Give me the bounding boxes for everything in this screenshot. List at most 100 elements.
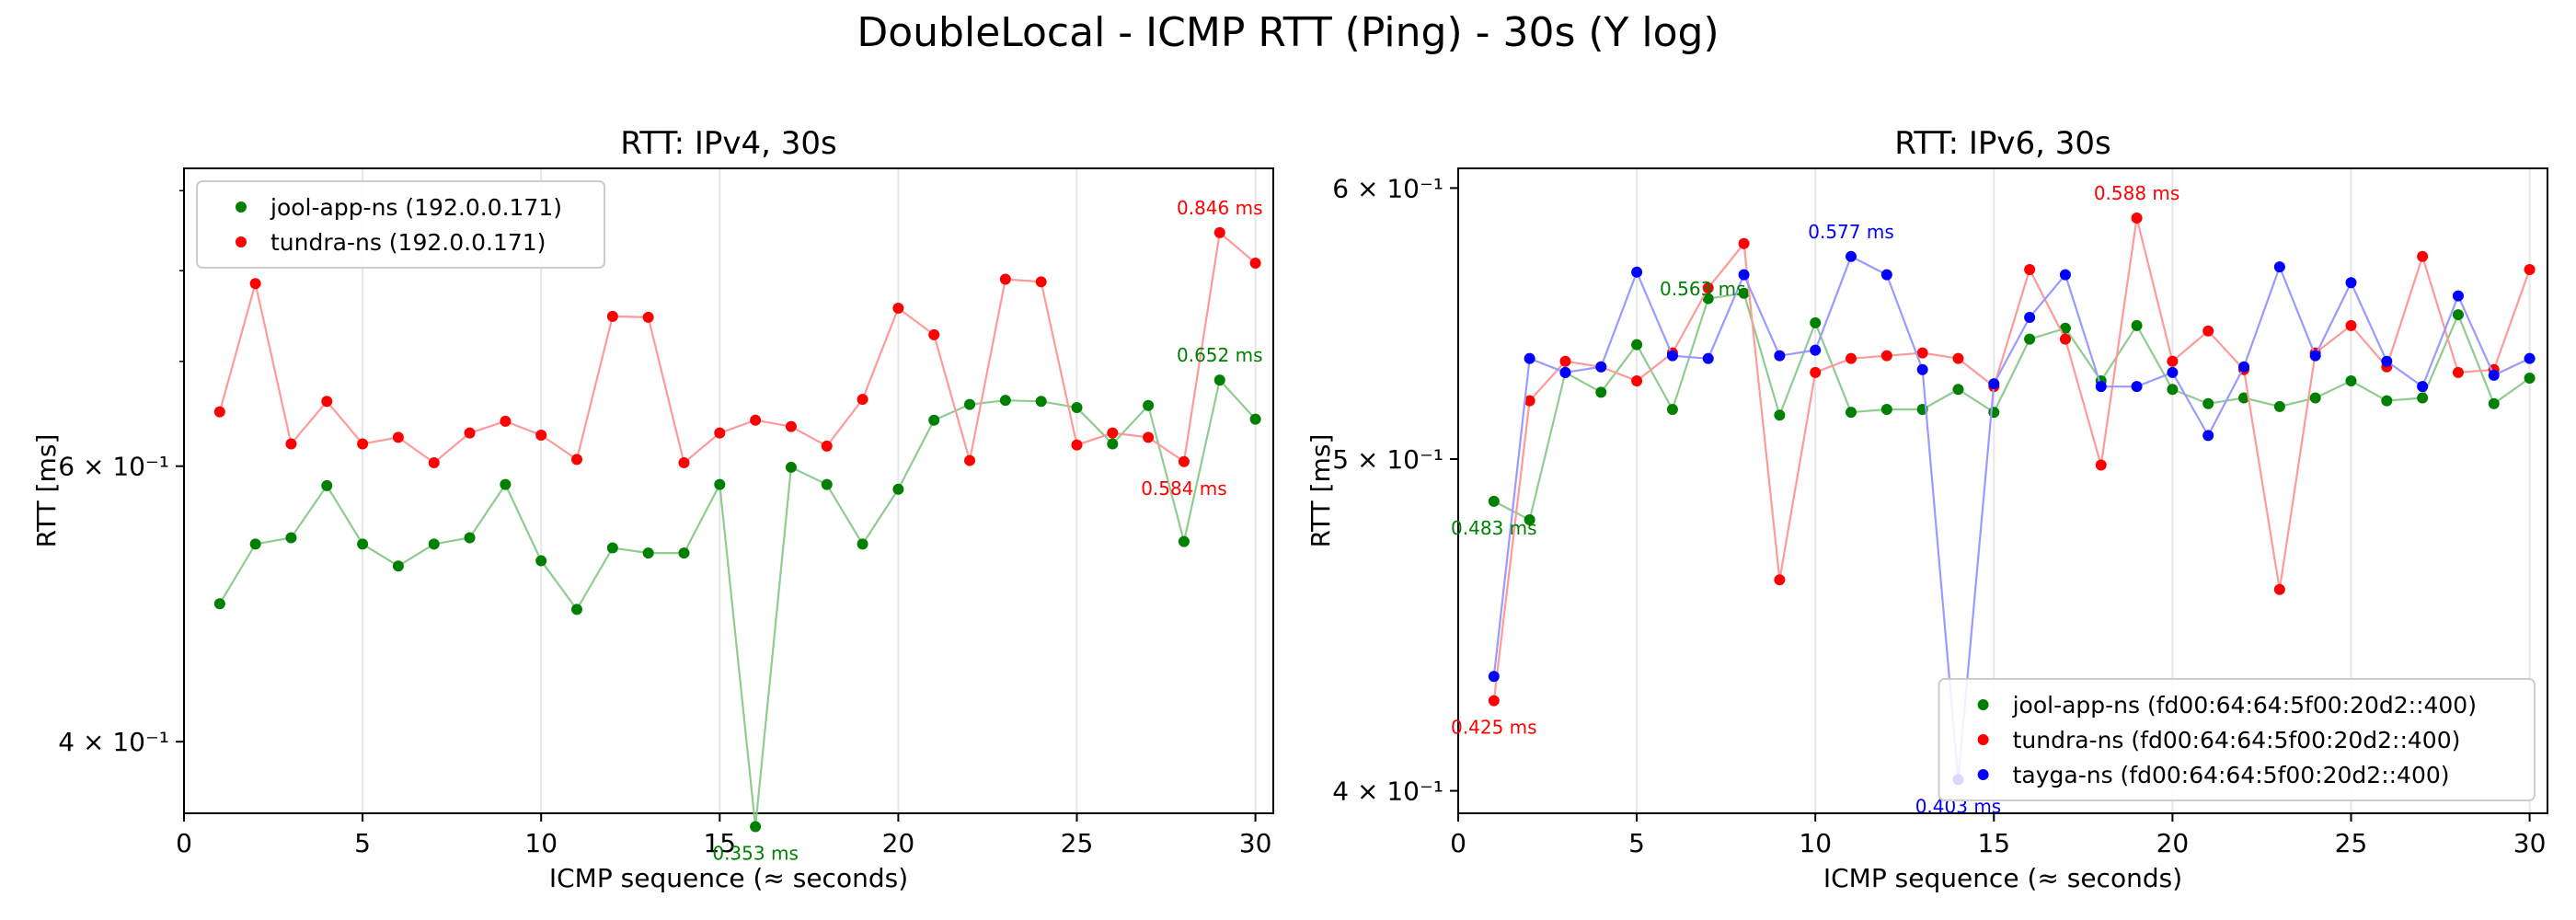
data-point-red bbox=[1107, 427, 1119, 439]
data-point-blue bbox=[2488, 369, 2500, 381]
data-point-green bbox=[464, 532, 476, 544]
data-point-green bbox=[2024, 333, 2036, 345]
legend-label: jool-app-ns (fd00:64:64:5f00:20d2::400) bbox=[2012, 692, 2477, 719]
legend-box bbox=[1938, 678, 2536, 801]
data-point-green bbox=[2524, 372, 2536, 384]
data-point-blue bbox=[2238, 361, 2250, 373]
data-point-red bbox=[606, 310, 618, 322]
data-point-red bbox=[999, 273, 1011, 285]
series-line-green bbox=[218, 377, 1257, 827]
data-point-green bbox=[2345, 375, 2357, 387]
data-point-red bbox=[2167, 355, 2179, 367]
data-point-red bbox=[714, 427, 726, 439]
legend-marker-red bbox=[1977, 734, 1989, 745]
data-label: 0.425 ms bbox=[1451, 717, 1537, 739]
data-point-blue bbox=[2417, 381, 2429, 393]
data-point-green bbox=[1774, 409, 1786, 421]
data-point-red bbox=[1559, 355, 1571, 367]
data-point-red bbox=[1880, 350, 1892, 362]
data-point-green bbox=[2059, 322, 2071, 334]
data-point-green bbox=[678, 547, 690, 559]
data-point-green bbox=[928, 414, 940, 426]
data-point-red bbox=[2131, 213, 2143, 224]
data-point-green bbox=[606, 542, 618, 554]
data-point-red bbox=[1916, 347, 1928, 359]
data-point-red bbox=[1071, 439, 1083, 451]
data-point-blue bbox=[1810, 344, 1822, 356]
data-point-red bbox=[1035, 276, 1047, 288]
data-point-red bbox=[678, 457, 690, 469]
data-point-green bbox=[1880, 403, 1892, 415]
data-point-green bbox=[999, 395, 1011, 407]
data-point-blue bbox=[1595, 361, 1607, 373]
data-label: 0.652 ms bbox=[1177, 344, 1263, 366]
data-point-red bbox=[2024, 263, 2036, 275]
data-point-blue bbox=[2452, 290, 2464, 302]
data-point-green bbox=[1952, 384, 1964, 396]
data-point-red bbox=[2417, 250, 2429, 262]
data-point-green bbox=[428, 538, 440, 550]
data-point-red bbox=[750, 414, 762, 426]
data-point-green bbox=[1035, 396, 1047, 408]
data-point-red bbox=[1213, 226, 1225, 238]
data-label: 0.577 ms bbox=[1808, 221, 1894, 243]
data-point-red bbox=[1488, 695, 1500, 707]
legend-box bbox=[196, 180, 605, 269]
panel-title: RTT: IPv4, 30s bbox=[620, 125, 837, 162]
x-tick-label: 0 bbox=[1450, 828, 1466, 858]
x-tick-label: 10 bbox=[524, 828, 558, 858]
series-line-red bbox=[218, 230, 1257, 465]
data-point-green bbox=[1071, 402, 1083, 414]
data-point-green bbox=[1846, 407, 1857, 419]
x-tick-label: 10 bbox=[1799, 828, 1832, 858]
data-point-red bbox=[2273, 583, 2285, 595]
data-point-green bbox=[2488, 397, 2500, 409]
data-point-blue bbox=[1488, 671, 1500, 683]
data-point-green bbox=[285, 532, 297, 544]
data-point-green bbox=[2131, 319, 2143, 331]
data-point-green bbox=[500, 478, 512, 490]
data-point-blue bbox=[2524, 352, 2536, 364]
data-point-blue bbox=[1738, 269, 1750, 281]
panel-title: RTT: IPv6, 30s bbox=[1894, 125, 2111, 162]
data-point-green bbox=[2309, 392, 2321, 404]
legend-label: tayga-ns (fd00:64:64:5f00:20d2::400) bbox=[2013, 762, 2450, 788]
x-axis-label: ICMP sequence (≈ seconds) bbox=[549, 863, 908, 893]
data-point-red bbox=[964, 454, 976, 466]
data-point-blue bbox=[1916, 363, 1928, 375]
data-point-green bbox=[1738, 287, 1750, 299]
data-point-blue bbox=[2095, 381, 2107, 393]
data-point-green bbox=[535, 555, 547, 567]
data-point-green bbox=[1143, 399, 1155, 411]
data-point-green bbox=[750, 821, 762, 833]
data-point-green bbox=[321, 479, 333, 491]
data-point-red bbox=[2202, 325, 2214, 337]
data-point-green bbox=[642, 547, 654, 559]
data-label: 0.588 ms bbox=[2094, 182, 2180, 204]
data-point-green bbox=[357, 538, 369, 550]
data-point-blue bbox=[2059, 269, 2071, 281]
y-tick-label: 6 × 10⁻¹ bbox=[1332, 173, 1443, 203]
data-point-green bbox=[249, 538, 261, 550]
data-point-blue bbox=[1631, 266, 1643, 278]
data-point-blue bbox=[1846, 250, 1857, 262]
x-axis-label: ICMP sequence (≈ seconds) bbox=[1823, 863, 2182, 893]
data-point-red bbox=[928, 328, 940, 340]
x-tick-label: 5 bbox=[1628, 828, 1645, 858]
data-point-green bbox=[1524, 513, 1535, 525]
data-point-red bbox=[1846, 352, 1857, 364]
x-tick-label: 15 bbox=[1977, 828, 2010, 858]
y-axis-label: RTT [ms] bbox=[31, 434, 62, 548]
data-point-blue bbox=[2167, 366, 2179, 378]
data-point-green bbox=[964, 398, 976, 410]
legend-marker-red bbox=[236, 236, 247, 247]
legend-label: jool-app-ns (192.0.0.171) bbox=[270, 194, 562, 221]
data-point-red bbox=[821, 440, 833, 452]
data-point-red bbox=[2345, 319, 2357, 331]
data-point-red bbox=[785, 420, 797, 432]
legend-marker-green bbox=[236, 201, 247, 213]
data-point-green bbox=[1488, 495, 1500, 507]
data-point-green bbox=[857, 538, 868, 550]
data-label: 0.563 ms bbox=[1660, 278, 1746, 300]
data-point-green bbox=[1213, 374, 1225, 386]
